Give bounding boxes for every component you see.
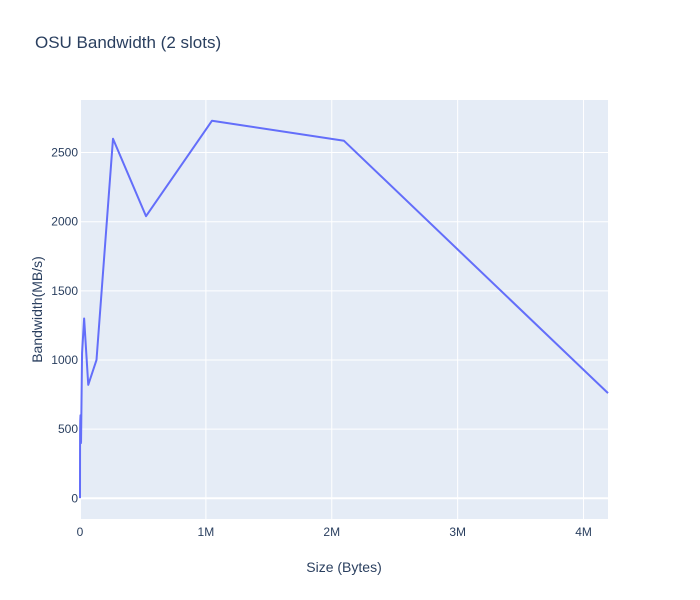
- series-line: [79, 119, 609, 499]
- x-tick-label: 1M: [198, 525, 215, 539]
- series-layer: [79, 119, 609, 499]
- gridlines: [80, 100, 608, 519]
- x-tick-label: 2M: [323, 525, 340, 539]
- y-tick-label: 500: [58, 422, 78, 436]
- x-axis-title: Size (Bytes): [306, 559, 381, 575]
- y-tick-label: 0: [71, 491, 78, 505]
- y-tick-label: 2000: [51, 215, 78, 229]
- y-tick-labels: 0 500 1000 1500 2000 2500: [51, 146, 78, 506]
- x-tick-label: 3M: [449, 525, 466, 539]
- y-tick-label: 1000: [51, 353, 78, 367]
- x-tick-labels: 0 1M 2M 3M 4M: [77, 525, 592, 539]
- y-tick-label: 1500: [51, 284, 78, 298]
- chart-title: OSU Bandwidth (2 slots): [35, 33, 222, 52]
- x-tick-label: 4M: [575, 525, 592, 539]
- x-tick-label: 0: [77, 525, 84, 539]
- y-tick-label: 2500: [51, 146, 78, 160]
- y-axis-title: Bandwidth(MB/s): [29, 256, 45, 363]
- plot-background: [80, 100, 608, 519]
